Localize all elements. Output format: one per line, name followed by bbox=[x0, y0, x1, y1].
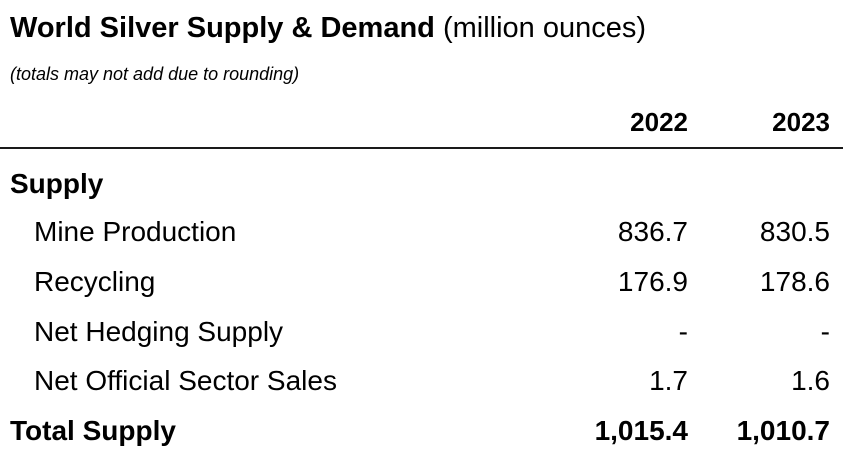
table-row: Net Hedging Supply - - bbox=[0, 308, 843, 356]
value-2022: 836.7 bbox=[617, 216, 688, 247]
table-row: Recycling 176.9 178.6 bbox=[0, 258, 843, 306]
value-2023: - bbox=[820, 316, 830, 347]
table-row: Net Official Sector Sales 1.7 1.6 bbox=[0, 357, 843, 405]
total-value-2023: 1,010.7 bbox=[736, 415, 830, 446]
value-2023: 1.6 bbox=[791, 365, 830, 396]
title-units: (million ounces) bbox=[434, 12, 647, 44]
total-value-2022: 1,015.4 bbox=[594, 415, 688, 446]
row-label: Net Official Sector Sales bbox=[34, 365, 337, 396]
table-row: Mine Production 836.7 830.5 bbox=[0, 208, 843, 256]
row-label: Mine Production bbox=[34, 216, 237, 247]
column-header-2023: 2023 bbox=[772, 107, 830, 137]
value-2023: 178.6 bbox=[759, 266, 830, 297]
section-row: Supply bbox=[0, 160, 843, 208]
row-label: Recycling bbox=[34, 266, 156, 297]
value-2022: 1.7 bbox=[649, 365, 688, 396]
total-label: Total Supply bbox=[10, 415, 176, 446]
section-label: Supply bbox=[10, 168, 104, 199]
value-2022: - bbox=[678, 316, 688, 347]
column-header-2022: 2022 bbox=[630, 107, 688, 137]
header-divider bbox=[0, 147, 843, 149]
rounding-note: (totals may not add due to rounding) bbox=[10, 64, 300, 84]
value-2023: 830.5 bbox=[759, 216, 830, 247]
title-main: World Silver Supply & Demand bbox=[10, 12, 435, 44]
value-2022: 176.9 bbox=[617, 266, 688, 297]
table-title: World Silver Supply & Demand (million ou… bbox=[10, 10, 646, 46]
row-label: Net Hedging Supply bbox=[34, 316, 284, 347]
total-row: Total Supply 1,015.4 1,010.7 bbox=[0, 407, 843, 455]
